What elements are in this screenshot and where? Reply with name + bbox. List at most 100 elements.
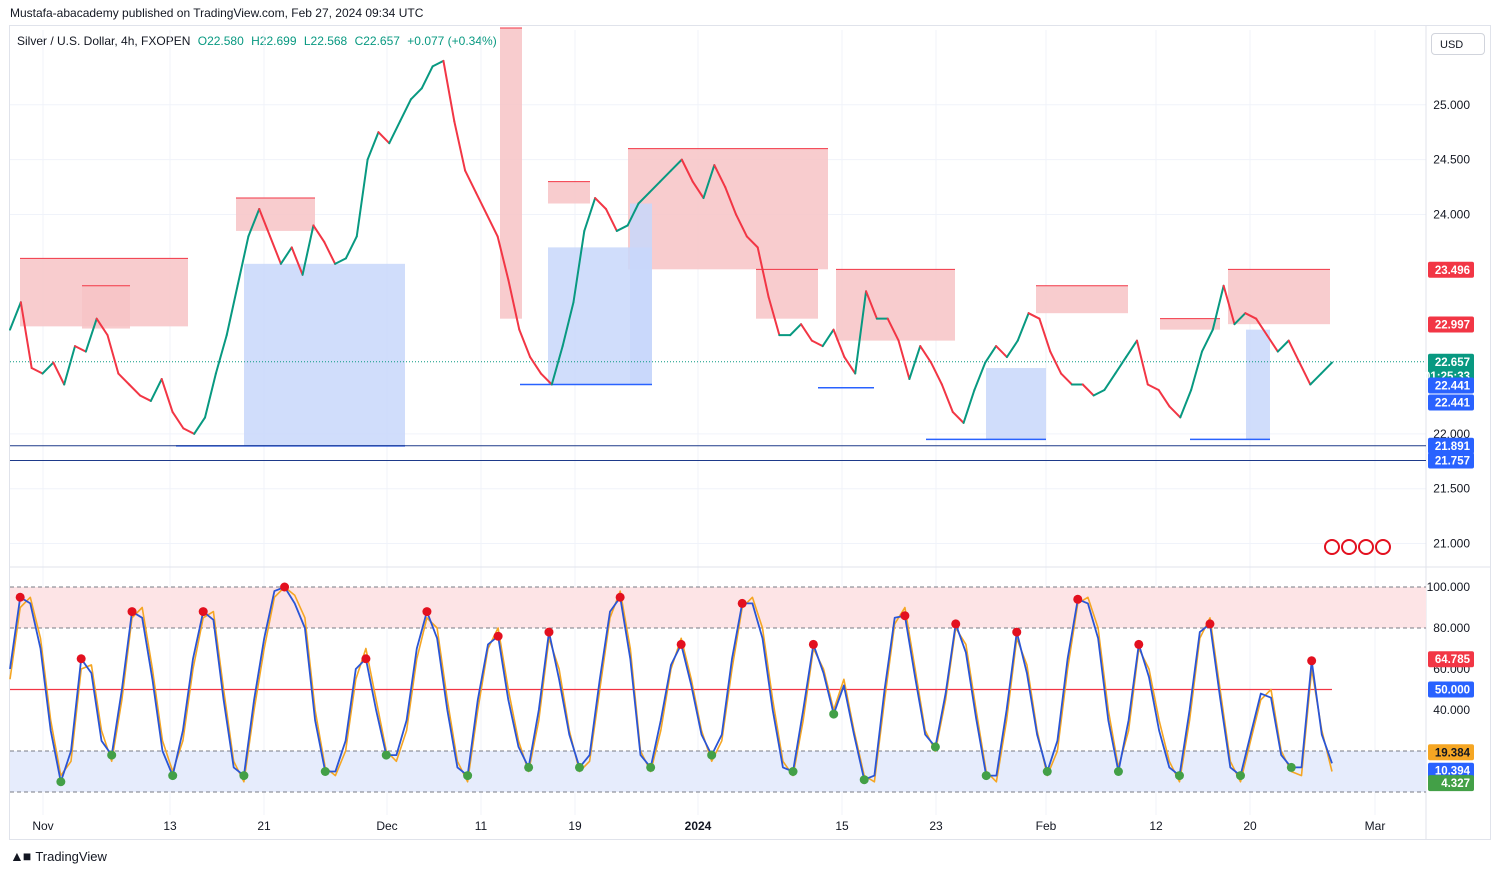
price-segment — [680, 158, 694, 183]
x-tick-label: 13 — [163, 819, 177, 833]
price-segment — [886, 317, 900, 342]
stochastic-tag-label: 10.394 — [1435, 766, 1471, 778]
overbought-dot — [1012, 627, 1022, 637]
price-segment — [1190, 350, 1203, 391]
overbought-band — [10, 587, 1426, 628]
stochastic-tick-label: 100.000 — [1427, 580, 1471, 594]
price-tag: 22.441 — [1428, 377, 1474, 394]
price-segment — [149, 378, 163, 402]
price-segment — [1309, 372, 1323, 386]
price-segment — [659, 169, 672, 183]
price-segment — [745, 235, 759, 249]
price-segment — [908, 345, 922, 381]
price-segment — [940, 383, 954, 413]
resistance-zone — [1228, 269, 1330, 325]
support-zone — [244, 263, 405, 446]
resistance-zone — [628, 148, 828, 270]
price-segment — [713, 164, 727, 189]
event-flag-icon — [1358, 539, 1374, 555]
price-segment — [1049, 350, 1063, 375]
price-tag-label: 23.496 — [1435, 265, 1470, 277]
oversold-dot — [707, 750, 717, 760]
price-segment — [30, 367, 44, 375]
brand-label: TradingView — [35, 848, 107, 864]
resistance-zone — [1036, 285, 1128, 314]
x-tick-label: 12 — [1149, 819, 1163, 833]
price-tag-label: 22.657 — [1435, 357, 1470, 369]
oversold-dot — [859, 775, 869, 785]
price-tag: 22.997 — [1428, 316, 1474, 333]
price-tag-label: 21.757 — [1435, 456, 1470, 468]
stochastic-tag-bg — [1428, 744, 1474, 761]
oversold-dot — [1235, 771, 1245, 781]
price-segment — [984, 345, 998, 364]
oversold-band — [10, 751, 1426, 792]
currency-button[interactable]: USD — [1431, 33, 1485, 55]
price-segment — [63, 345, 77, 386]
oversold-dot — [168, 771, 178, 781]
price-segment — [355, 158, 369, 238]
stochastic-tag: 64.785 — [1428, 651, 1474, 668]
price-zones — [10, 27, 1426, 462]
price-segment — [1103, 372, 1117, 391]
price-tag-bg — [1428, 452, 1474, 469]
stochastic-tag-bg — [1428, 762, 1474, 779]
price-segment — [962, 388, 976, 424]
stochastic-tag-bg — [1428, 775, 1474, 792]
price-segment — [323, 240, 337, 265]
price-segment — [377, 131, 391, 145]
price-segment — [1255, 317, 1268, 337]
y-tick-label: 24.000 — [1433, 207, 1470, 221]
price-segment — [236, 235, 250, 287]
grid-lines — [10, 26, 1490, 840]
price-segment — [139, 394, 152, 402]
price-segment — [995, 345, 1008, 359]
x-tick-label: 15 — [835, 819, 849, 833]
price-segment — [539, 372, 553, 386]
stochastic-series — [9, 582, 1333, 787]
overbought-dot — [280, 582, 290, 592]
price-segment — [453, 120, 467, 172]
stochastic-tag-label: 64.785 — [1435, 654, 1471, 666]
oversold-dot — [1042, 767, 1052, 776]
price-segment — [821, 328, 835, 348]
oversold-dot — [646, 762, 656, 772]
overbought-dot — [900, 611, 910, 621]
overbought-dot — [493, 631, 503, 641]
x-tick-label: 19 — [568, 819, 582, 833]
price-segment — [1016, 312, 1030, 342]
symbol-title: Silver / U.S. Dollar, 4h, FXOPEN — [17, 34, 191, 48]
price-segment — [843, 356, 857, 375]
price-segment — [301, 224, 315, 276]
symbol-legend[interactable]: Silver / U.S. Dollar, 4h, FXOPEN O22.580… — [17, 34, 501, 48]
price-segment — [334, 257, 347, 265]
x-tick-label: Feb — [1036, 819, 1057, 833]
price-tag-bg — [1428, 437, 1474, 454]
resistance-zone — [756, 269, 818, 319]
price-segment — [1027, 312, 1041, 320]
tradingview-logo[interactable]: ▲■ TradingView — [10, 848, 107, 864]
price-segment — [626, 202, 640, 227]
ohlc-low: L22.568 — [303, 34, 348, 48]
price-segment — [171, 410, 185, 430]
price-segment — [973, 361, 987, 391]
price-segment — [193, 416, 207, 435]
price-segment — [74, 345, 87, 353]
overbought-dot — [1205, 619, 1215, 629]
oversold-dot — [107, 750, 117, 760]
chart-frame — [9, 25, 1491, 840]
price-segment — [431, 59, 445, 68]
oversold-dot — [320, 767, 330, 776]
price-segment — [1320, 361, 1333, 375]
stochastic-tag-label: 4.327 — [1441, 778, 1470, 790]
price-tag-bg — [1428, 394, 1474, 411]
price-segment — [1005, 339, 1019, 359]
price-segment — [1211, 284, 1225, 331]
price-series — [9, 59, 1333, 435]
event-icons[interactable] — [1324, 539, 1391, 555]
price-segment — [637, 191, 651, 205]
x-tick-label: 20 — [1243, 819, 1257, 833]
price-segment — [214, 334, 228, 375]
price-segment — [1179, 388, 1193, 419]
